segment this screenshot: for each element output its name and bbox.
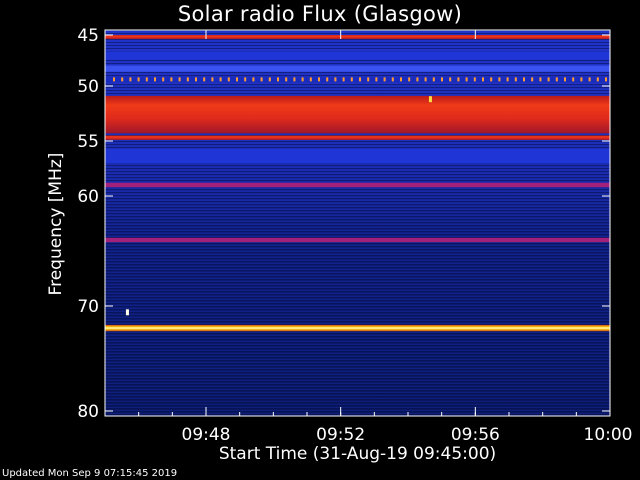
band-dot (227, 77, 230, 82)
band-dot (359, 77, 361, 82)
band-dot (490, 77, 493, 82)
band-dot (301, 77, 304, 82)
band-dot (293, 77, 296, 82)
band-dot (186, 77, 189, 82)
band-dot (252, 77, 255, 82)
band-dot (170, 77, 173, 82)
band-dot (473, 77, 476, 82)
band-2 (105, 65, 610, 72)
band-dot (219, 77, 222, 82)
spot-1 (125, 309, 129, 316)
band-dot (285, 77, 288, 82)
band-dot (432, 77, 435, 82)
band-dot (113, 77, 115, 82)
band-dot (244, 77, 247, 82)
band-dot (162, 77, 165, 82)
band-dot (350, 77, 353, 82)
band-dot (121, 77, 124, 82)
band-dot (391, 77, 394, 82)
band-8 (105, 237, 610, 243)
band-dot (596, 77, 599, 82)
chart-title: Solar radio Flux (Glasgow) (177, 2, 463, 26)
band-dot (605, 77, 607, 82)
x-tick-label: 09:48 (182, 425, 231, 445)
updated-timestamp: Updated Mon Sep 9 07:15:45 2019 (2, 468, 178, 479)
band-dot (580, 77, 583, 82)
band-dot (523, 77, 525, 82)
x-tick-label: 09:56 (451, 425, 500, 445)
band-dot (154, 77, 156, 82)
band-dot (367, 77, 370, 82)
band-dot (408, 77, 411, 82)
band-dot (203, 77, 206, 82)
band-6 (105, 148, 610, 163)
band-dot (572, 77, 575, 82)
y-axis-label: Frequency [MHz] (46, 152, 66, 296)
band-dot (449, 77, 452, 82)
x-tick-label: 09:52 (316, 425, 365, 445)
band-dot (547, 77, 550, 82)
band-dot (465, 77, 468, 82)
x-tick-label: 10:00 (584, 425, 633, 445)
y-tick-label: 70 (77, 297, 99, 317)
band-dot (424, 77, 427, 82)
band-3 (105, 76, 610, 82)
band-dot (514, 77, 517, 82)
band-dot (441, 77, 443, 82)
band-dot (195, 77, 197, 82)
band-dot (539, 77, 542, 82)
axes-layer: 45 50 55 60 70 80 09:48 09:52 09:56 10:00 (77, 26, 632, 445)
band-dot (260, 77, 263, 82)
x-axis-label: Start Time (31-Aug-19 09:45:00) (218, 444, 497, 464)
band-dot (334, 77, 337, 82)
y-tick-label: 55 (77, 132, 99, 152)
band-dot (318, 77, 320, 82)
band-dot (129, 77, 132, 82)
band-dot (326, 77, 329, 82)
band-dot (564, 77, 566, 82)
band-dot (400, 77, 402, 82)
band-dot (145, 77, 148, 82)
y-tick-label: 50 (77, 77, 99, 97)
band-dot (482, 77, 484, 82)
band-4 (105, 95, 610, 134)
plot-frame (104, 29, 611, 417)
band-dot (309, 77, 312, 82)
band-dot (457, 77, 460, 82)
band-9 (105, 324, 610, 332)
band-5 (105, 135, 610, 140)
band-dot (498, 77, 501, 82)
band-dot (137, 77, 140, 82)
heatmap-layer (105, 30, 610, 416)
band-0 (105, 35, 610, 40)
band-dot (211, 77, 214, 82)
y-tick-label: 80 (77, 402, 99, 422)
band-dot (342, 77, 345, 82)
y-tick-label: 60 (77, 187, 99, 207)
band-dot (375, 77, 378, 82)
band-dot (416, 77, 419, 82)
band-dot (506, 77, 509, 82)
band-7 (105, 182, 610, 188)
band-dot (383, 77, 386, 82)
band-dot (178, 77, 181, 82)
y-tick-label: 45 (77, 26, 99, 46)
band-dot (531, 77, 534, 82)
spot-0 (428, 96, 432, 103)
band-1 (105, 51, 610, 60)
band-dot (268, 77, 271, 82)
band-dot (555, 77, 558, 82)
band-dot (236, 77, 238, 82)
band-dot (588, 77, 591, 82)
heatmap-texture (105, 30, 610, 416)
band-dot (277, 77, 279, 82)
